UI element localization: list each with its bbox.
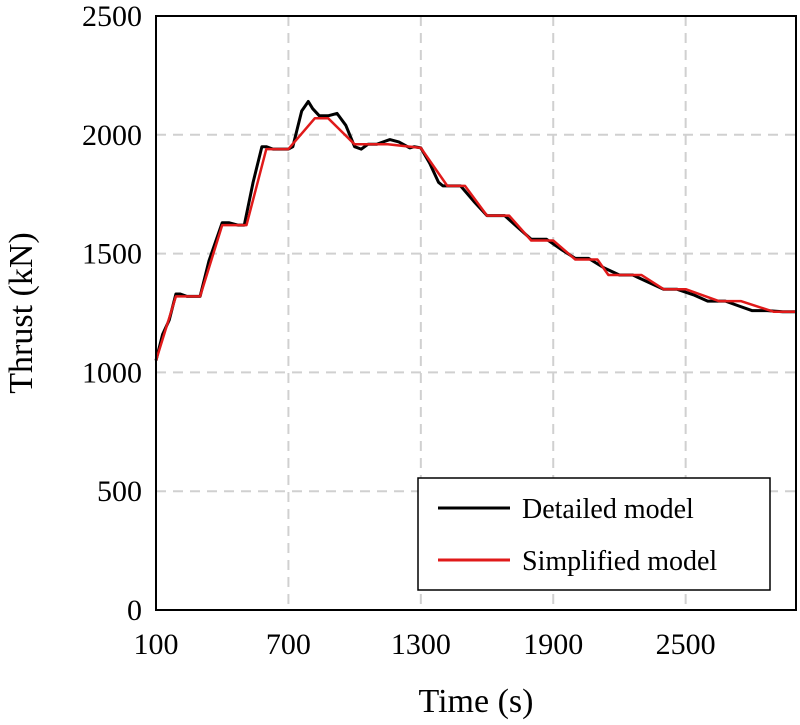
simplified-model-line [154,116,796,361]
y-tick-label: 1500 [82,238,142,271]
plot-frame [155,15,797,611]
detailed-model-line [154,100,796,361]
y-axis-label: Thrust (kN) [3,232,40,393]
series-lines [154,100,796,361]
x-tick-label: 100 [134,628,179,661]
y-tick-label: 1000 [82,356,142,389]
legend-label-simplified: Simplified model [522,546,717,577]
y-tick-label: 2500 [82,0,142,33]
x-tick-label: 700 [266,628,311,661]
x-axis-label: Time (s) [419,683,534,720]
tick-labels: 100 700 1300 1900 2500 0 500 1000 1500 2000 2500 [82,0,716,661]
y-tick-label: 2000 [82,119,142,152]
y-tick-label: 500 [97,475,142,508]
y-tick-label: 0 [127,594,142,627]
legend-box [417,477,771,591]
x-tick-label: 2500 [656,628,716,661]
x-tick-label: 1300 [391,628,451,661]
legend: Detailed model Simplified model [417,477,771,591]
x-tick-label: 1900 [523,628,583,661]
legend-label-detailed: Detailed model [522,494,694,525]
